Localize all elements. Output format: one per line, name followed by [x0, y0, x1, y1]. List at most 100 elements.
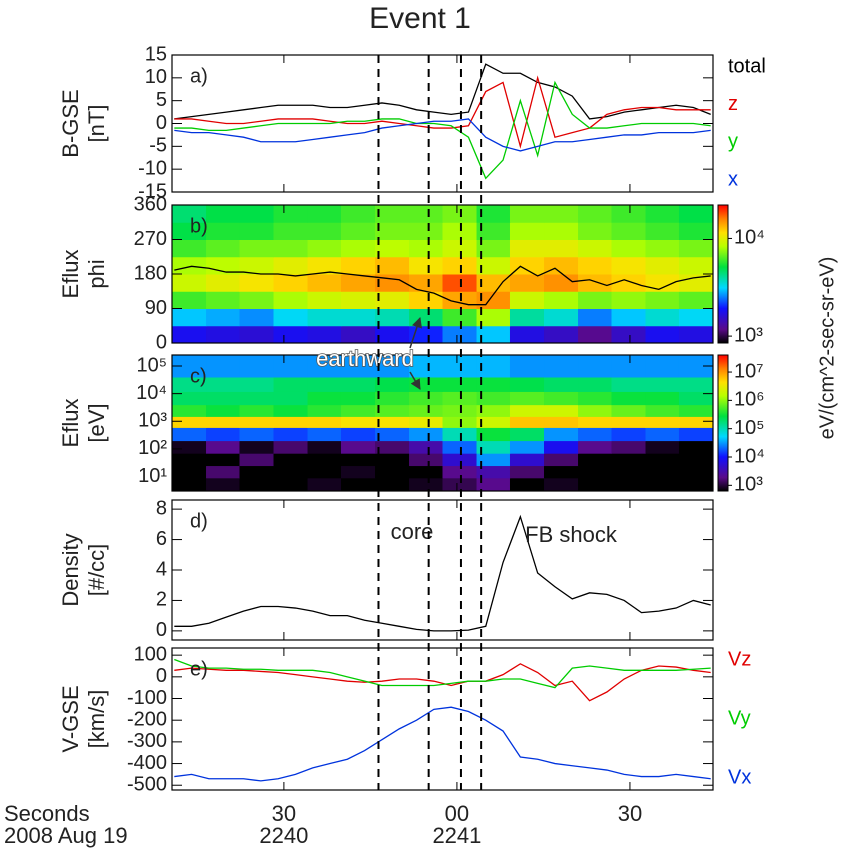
- heat-cell: [340, 440, 376, 454]
- heat-cell: [172, 222, 207, 240]
- heat-cell: [476, 440, 511, 454]
- heat-cell: [645, 453, 680, 467]
- heat-cell: [375, 355, 410, 378]
- heat-cell: [340, 465, 376, 479]
- heat-cell: [172, 308, 207, 327]
- heat-cell: [442, 477, 478, 492]
- heat-cell: [172, 427, 207, 442]
- y-tick-label: 4: [156, 558, 167, 580]
- heat-cell: [375, 453, 410, 467]
- y-tick-label: 100: [134, 643, 167, 665]
- heat-cell: [578, 391, 612, 406]
- data-line: [174, 663, 711, 702]
- heat-cell: [611, 239, 647, 258]
- heat-cell: [307, 325, 342, 344]
- heat-cell: [340, 391, 376, 406]
- legend-label: Vx: [728, 766, 751, 788]
- heat-cell: [307, 205, 342, 223]
- legend-label: x: [728, 168, 738, 190]
- heat-cell: [678, 205, 714, 223]
- heat-cell: [239, 427, 275, 442]
- heat-cell: [678, 453, 714, 467]
- heat-cell: [307, 376, 342, 392]
- heat-cell: [509, 325, 545, 344]
- data-line: [174, 706, 711, 782]
- heat-cell: [409, 453, 443, 467]
- y-axis-label: Eflux: [58, 250, 83, 299]
- heat-cell: [340, 325, 376, 344]
- heat-cell: [678, 404, 714, 417]
- heat-cell: [442, 239, 478, 258]
- heat-cell: [442, 465, 478, 479]
- heat-cell: [307, 256, 342, 275]
- heat-cell: [544, 453, 579, 467]
- heat-cell: [645, 205, 680, 223]
- heat-cell: [442, 376, 478, 392]
- heat-cell: [578, 205, 612, 223]
- heat-cell: [273, 274, 309, 292]
- annotation: earthward: [316, 346, 414, 371]
- heat-cell: [544, 376, 579, 392]
- x-axis-label: 2008 Aug 19: [4, 823, 128, 848]
- heat-cell: [172, 404, 207, 417]
- heat-cell: [509, 416, 545, 428]
- panel-frame: [171, 354, 714, 492]
- heat-cell: [509, 205, 545, 223]
- heat-cell: [678, 291, 714, 309]
- y-tick-label: -100: [127, 687, 167, 709]
- heat-cell: [476, 416, 511, 428]
- heat-cell: [476, 355, 511, 378]
- heat-cell: [645, 440, 680, 454]
- heat-cell: [307, 391, 342, 406]
- heat-cell: [375, 404, 410, 417]
- heat-cell: [544, 274, 579, 292]
- y-axis-label: [eV]: [84, 403, 109, 442]
- heat-cell: [340, 205, 376, 223]
- heat-cell: [239, 308, 275, 327]
- heat-cell: [273, 291, 309, 309]
- heat-cell: [611, 453, 647, 467]
- heat-cell: [509, 477, 545, 492]
- heat-cell: [442, 205, 478, 223]
- heat-cell: [375, 256, 410, 275]
- heat-cell: [172, 465, 207, 479]
- heat-cell: [307, 291, 342, 309]
- legend-label: z: [728, 93, 738, 115]
- y-tick-label: 0: [156, 665, 167, 687]
- heat-cell: [509, 465, 545, 479]
- y-axis-label: [#/cc]: [84, 544, 109, 597]
- y-tick-label: 6: [156, 528, 167, 550]
- colorbar-tick-label: 10³: [734, 324, 763, 346]
- data-line: [174, 658, 711, 689]
- chart-title: Event 1: [369, 2, 471, 35]
- heat-cell: [509, 427, 545, 442]
- heat-cell: [206, 404, 240, 417]
- heat-cell: [239, 404, 275, 417]
- heat-cell: [578, 440, 612, 454]
- heat-cell: [239, 205, 275, 223]
- heat-cell: [611, 308, 647, 327]
- heat-cell: [611, 376, 647, 392]
- heat-cell: [273, 376, 309, 392]
- heat-cell: [476, 222, 511, 240]
- y-tick-label: 90: [145, 297, 167, 319]
- heat-cell: [206, 274, 240, 292]
- heat-cell: [375, 376, 410, 392]
- heat-cell: [307, 222, 342, 240]
- y-tick-label: -15: [138, 180, 167, 202]
- y-tick-label: 8: [156, 497, 167, 519]
- heat-cell: [307, 416, 342, 428]
- y-tick-label: -5: [149, 135, 167, 157]
- heat-cell: [678, 239, 714, 258]
- heat-cell: [544, 477, 579, 492]
- heat-cell: [273, 308, 309, 327]
- y-tick-label: 0: [156, 331, 167, 353]
- y-axis-label: V-GSE: [58, 685, 83, 752]
- heat-cell: [476, 376, 511, 392]
- heat-cell: [476, 391, 511, 406]
- heat-cell: [375, 465, 410, 479]
- heat-cell: [273, 416, 309, 428]
- heat-cell: [409, 222, 443, 240]
